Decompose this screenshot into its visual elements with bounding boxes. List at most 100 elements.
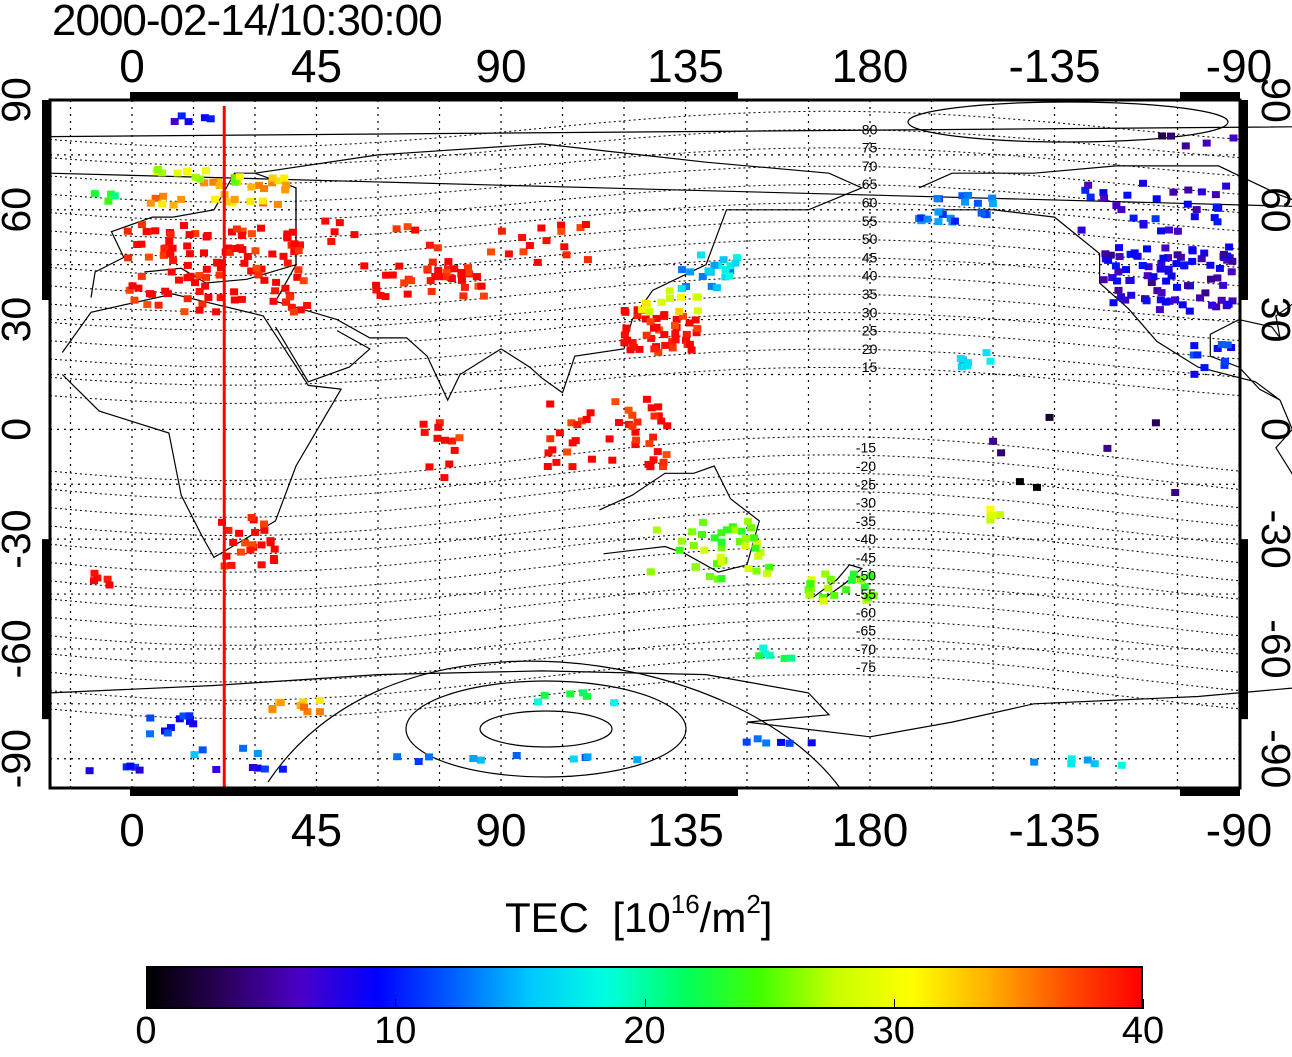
tec-data-point [183,167,192,175]
contour-label: -75 [856,659,876,675]
tec-data-point [624,406,633,414]
tec-data-point [654,403,663,411]
frame-tick-bar [1240,100,1248,300]
tec-data-point [710,261,719,269]
tec-data-point [425,241,434,249]
tec-data-point [620,307,629,314]
tec-data-point [1115,244,1123,252]
frame-tick-bar [130,788,730,796]
tec-data-point [1210,214,1219,222]
tec-data-point [1045,413,1054,421]
tec-data-point [198,300,207,308]
tec-data-point [917,214,926,222]
tec-data-point [222,552,231,560]
tec-data-point [433,434,442,442]
frame-tick-bar [1180,788,1240,796]
north-pole-contour [907,101,1229,143]
tec-data-point [659,458,668,466]
tec-data-point [961,198,970,206]
contour-line [49,202,1241,240]
tec-data-point [682,283,690,290]
tec-data-point [268,705,277,713]
tec-data-point [504,250,513,258]
tec-data-point [544,449,553,457]
tec-data-point [1217,341,1226,348]
tec-data-point [232,245,241,252]
contour-label: -65 [856,623,876,639]
tec-data-point [300,703,308,711]
tec-data-point [644,460,653,468]
tec-data-point [441,436,449,444]
tec-data-point [260,520,268,528]
tec-data-point [923,215,932,223]
tec-data-point [273,200,282,208]
tec-data-point [224,244,233,252]
tec-data-point [938,210,947,218]
tec-data-point [1113,277,1121,285]
tec-data-point [1157,227,1165,235]
tec-data-point [407,277,416,285]
tec-data-point [440,474,449,482]
contour-line [49,582,1241,628]
tec-data-point [153,166,162,173]
tec-data-point [445,460,454,468]
tec-data-point [804,586,813,594]
tec-data-point [1197,188,1206,196]
tec-data-point [988,511,997,519]
tec-data-point [819,597,828,605]
tec-data-point [721,266,730,274]
tec-data-point [958,192,967,200]
tec-data-point [203,232,212,239]
tec-data-point [464,264,472,272]
tec-data-point [693,293,702,301]
colorbar-title-unit-mid: /m [699,894,747,941]
tec-data-point [628,422,637,430]
tec-data-point [1219,281,1228,289]
colorbar-title-unit-open: [10 [612,894,671,941]
tec-data-point [754,552,763,560]
lat-tick-label-right: 90 [1253,77,1292,123]
tec-data-point [677,537,686,545]
tec-data-point [1169,188,1178,196]
tec-data-point [392,225,401,233]
tec-data-point [270,557,279,564]
tec-data-point [216,294,225,302]
tec-data-point [469,755,478,762]
tec-data-point [191,279,199,287]
tec-data-point [1086,193,1095,201]
contour-line [49,184,1241,221]
contour-line [49,348,1241,386]
tec-data-point [411,226,420,234]
tec-data-point [1015,478,1024,486]
frame-tick-bar [730,788,738,796]
tec-data-point [582,415,591,423]
tec-data-point [806,580,815,588]
tec-data-point [751,544,760,552]
tec-data-point [864,593,873,601]
tec-data-point [692,329,701,337]
tec-data-point [1126,250,1135,258]
tec-data-point [1227,268,1236,276]
lat-tick-label-left: 30 [0,297,39,343]
tec-data-point [179,712,188,720]
tec-data-point [765,563,774,571]
tec-data-point [1184,186,1193,194]
tec-data-point [283,259,292,267]
tec-data-point [665,287,674,295]
tec-data-point [973,199,982,207]
tec-data-point [682,330,691,338]
tec-data-point [705,573,714,580]
tec-data-point [642,395,651,403]
tec-data-point [1188,246,1197,254]
tec-data-point [568,463,577,471]
tec-data-point [105,581,114,589]
tec-data-point [646,568,655,576]
tec-data-point [238,227,247,235]
tec-data-point [583,256,592,264]
tec-data-point [1173,283,1181,291]
frame-tick-bar [1180,92,1240,100]
tec-data-point [268,250,277,258]
tec-data-point [1153,287,1162,295]
tec-data-point [699,518,708,526]
tec-data-point [459,292,468,300]
